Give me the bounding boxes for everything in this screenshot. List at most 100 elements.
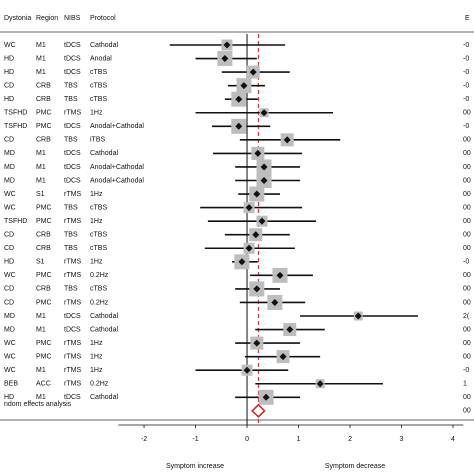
right-header: E (465, 15, 470, 22)
cell-protocol: 1Hz (90, 340, 103, 347)
cell-region: ACC (36, 381, 51, 388)
x-label-right: Symptom decrease (325, 463, 385, 470)
cell-protocol: 0.2Hz (90, 381, 109, 388)
cell-dystonia: WC (4, 340, 16, 347)
cell-nibs: tDCS (64, 326, 81, 333)
effect-label: -0 (463, 367, 469, 374)
cell-region: CRB (36, 232, 51, 239)
effect-label: 00 (463, 232, 471, 239)
cell-region: M1 (36, 394, 46, 401)
cell-dystonia: CD (4, 245, 14, 252)
cell-region: CRB (36, 96, 51, 103)
estimate-point (223, 41, 231, 49)
cell-nibs: tDCS (64, 164, 81, 171)
cell-dystonia: HD (4, 394, 14, 401)
cell-region: PMC (36, 123, 52, 130)
cell-protocol: Cathodal (90, 326, 118, 333)
cell-protocol: Cathodal (90, 150, 118, 157)
cell-region: M1 (36, 42, 46, 49)
cell-region: CRB (36, 286, 51, 293)
estimate-point (258, 217, 266, 225)
cell-dystonia: HD (4, 259, 14, 266)
estimate-point (249, 68, 257, 76)
cell-dystonia: BEB (4, 381, 18, 388)
cell-dystonia: HD (4, 55, 14, 62)
cell-region: CRB (36, 245, 51, 252)
cell-nibs: rTMS (64, 272, 81, 279)
effect-label: 00 (463, 218, 471, 225)
cell-dystonia: MD (4, 177, 15, 184)
cell-nibs: rTMS (64, 191, 81, 198)
cell-region: PMC (36, 110, 52, 117)
effect-label: 00 (463, 245, 471, 252)
cell-nibs: tDCS (64, 177, 81, 184)
estimate-point (238, 258, 246, 266)
x-tick-label: 4 (451, 436, 455, 443)
estimate-point (260, 163, 268, 171)
x-tick-label: -1 (192, 436, 198, 443)
cell-region: S1 (36, 191, 45, 198)
cell-nibs: rTMS (64, 259, 81, 266)
cell-protocol: cTBS (90, 82, 107, 89)
effect-label: -0 (463, 42, 469, 49)
x-label-left: Symptom increase (166, 463, 224, 470)
estimate-point (235, 122, 243, 130)
cell-dystonia: HD (4, 96, 14, 103)
cell-region: M1 (36, 313, 46, 320)
cell-dystonia: WC (4, 191, 16, 198)
cell-protocol: 1Hz (90, 110, 103, 117)
cell-dystonia: MD (4, 164, 15, 171)
cell-protocol: Cathodal (90, 313, 118, 320)
cell-nibs: TBS (64, 82, 78, 89)
cell-nibs: tDCS (64, 123, 81, 130)
estimate-point (271, 298, 279, 306)
column-header: Dystonia (4, 15, 31, 22)
cell-region: M1 (36, 164, 46, 171)
cell-nibs: rTMS (64, 218, 81, 225)
cell-protocol: cTBS (90, 245, 107, 252)
cell-protocol: 1Hz (90, 191, 103, 198)
cell-protocol: cTBS (90, 96, 107, 103)
cell-dystonia: TSFHD (4, 123, 27, 130)
effect-label: 00 (463, 340, 471, 347)
estimate-point (240, 82, 248, 90)
effect-label: -0 (463, 69, 469, 76)
effect-label: -0 (463, 82, 469, 89)
summary-effect-label: 00 (463, 408, 471, 415)
cell-nibs: tDCS (64, 394, 81, 401)
cell-protocol: cTBS (90, 232, 107, 239)
cell-region: PMC (36, 353, 52, 360)
cell-protocol: Anodal+Cathodal (90, 123, 144, 130)
cell-protocol: cTBS (90, 204, 107, 211)
estimate-point (276, 271, 284, 279)
cell-nibs: TBS (64, 96, 78, 103)
cell-protocol: 1Hz (90, 353, 103, 360)
estimate-point (253, 339, 261, 347)
summary-diamond (251, 403, 266, 418)
estimate-point (286, 326, 294, 334)
cell-dystonia: CD (4, 286, 14, 293)
cell-region: M1 (36, 69, 46, 76)
estimate-point (245, 204, 253, 212)
cell-protocol: iTBS (90, 137, 106, 144)
cell-nibs: rTMS (64, 367, 81, 374)
effect-label: 00 (463, 326, 471, 333)
estimate-point (279, 353, 287, 361)
cell-protocol: 1Hz (90, 259, 103, 266)
estimate-point (253, 190, 261, 198)
cell-protocol: Anodal+Cathodal (90, 164, 144, 171)
cell-protocol: cTBS (90, 286, 107, 293)
cell-dystonia: CD (4, 82, 14, 89)
cell-dystonia: CD (4, 299, 14, 306)
x-tick-label: 2 (348, 436, 352, 443)
cell-region: M1 (36, 326, 46, 333)
effect-label: 00 (463, 110, 471, 117)
cell-nibs: tDCS (64, 150, 81, 157)
cell-nibs: tDCS (64, 313, 81, 320)
effect-label: 00 (463, 204, 471, 211)
column-header: Region (36, 15, 58, 22)
effect-label: -0 (463, 259, 469, 266)
cell-protocol: cTBS (90, 69, 107, 76)
estimate-point (221, 55, 229, 63)
